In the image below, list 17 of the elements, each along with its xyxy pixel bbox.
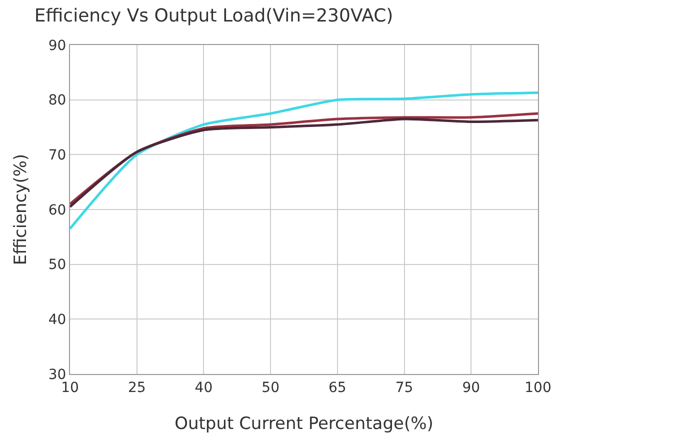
y-tick-label: 90 — [48, 38, 66, 54]
line-series — [70, 91, 538, 230]
x-tick-label: 25 — [128, 380, 146, 396]
chart-title: Efficiency Vs Output Load(Vin=230VAC) — [34, 5, 394, 26]
x-tick-label: 40 — [194, 380, 213, 396]
y-tick-label: 80 — [48, 92, 66, 109]
y-tick-label: 50 — [48, 257, 66, 274]
y-axis-title: Efficiency(%) — [11, 154, 31, 266]
y-tick-label: 70 — [48, 148, 66, 164]
x-axis-title: Output Current Percentage(%) — [174, 414, 434, 434]
x-tick-label: 75 — [395, 380, 414, 396]
x-tick-label: 90 — [462, 380, 480, 396]
x-tick-label: 50 — [262, 380, 280, 396]
y-tick-label: 60 — [48, 202, 66, 218]
y-tick-label: 40 — [48, 312, 66, 328]
x-tick-label: 100 — [524, 380, 552, 396]
x-tick-label: 65 — [328, 380, 346, 396]
